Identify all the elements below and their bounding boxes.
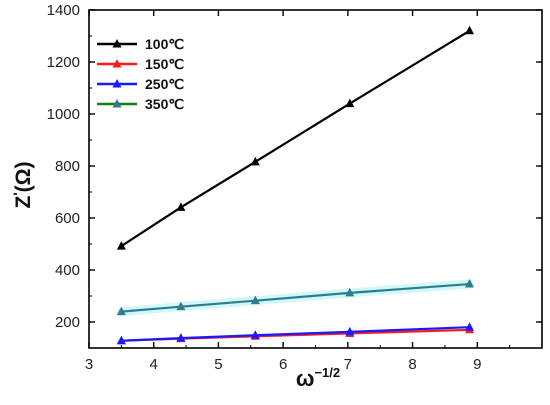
y-tick-label: 600 [55,210,80,227]
series-layer [116,25,475,345]
data-point [116,306,126,316]
data-point [250,295,260,305]
data-point [465,25,475,35]
series-3 [116,279,475,317]
y-tick-label: 800 [55,158,80,175]
data-point [250,156,260,166]
legend-marker [112,59,122,68]
axes-layer: 3 4 5 6 7 8 9 200 400 600 800 1000 1200 1400 [47,2,543,373]
plot-area [89,10,542,348]
x-tick-label: 8 [408,356,416,373]
legend-label: 250℃ [145,76,184,92]
data-point [176,333,186,342]
data-point [465,279,475,288]
y-tick-label: 200 [55,314,80,331]
data-point [176,301,186,311]
y-tick-label: 400 [55,262,80,279]
x-tick-label: 5 [214,356,222,373]
legend-marker [112,39,122,48]
legend-item-0: 100℃ [97,36,184,52]
legend-marker [112,99,122,108]
data-point [345,98,355,108]
data-point [176,202,186,211]
data-point [345,326,355,336]
data-point [345,287,355,297]
x-tick-label: 3 [85,356,93,373]
x-axis-title: ω−1/2 [296,365,340,391]
x-tick-label: 7 [344,356,352,373]
legend-label: 150℃ [145,56,184,72]
series-0 [116,25,475,250]
data-point [250,330,260,339]
data-point [116,241,126,250]
x-tick-label: 4 [150,356,158,373]
y-tick-label: 1400 [47,2,80,19]
y-tick-label: 1200 [47,54,80,71]
series-2 [116,322,475,345]
legend-label: 350℃ [145,96,184,112]
legend: 100℃ 150℃ 250℃ 350℃ [97,36,184,112]
data-point [465,322,475,331]
plot-background [89,10,542,348]
y-tick-label: 1000 [47,106,80,123]
legend-item-3: 350℃ [97,96,184,112]
legend-marker [112,79,122,88]
data-point [116,335,126,345]
legend-label: 100℃ [145,36,184,52]
legend-item-2: 250℃ [97,76,184,92]
x-tick-label: 6 [279,356,287,373]
x-tick-label: 9 [473,356,481,373]
legend-item-1: 150℃ [97,56,184,72]
y-axis-title: Z'(Ω) [10,162,35,209]
